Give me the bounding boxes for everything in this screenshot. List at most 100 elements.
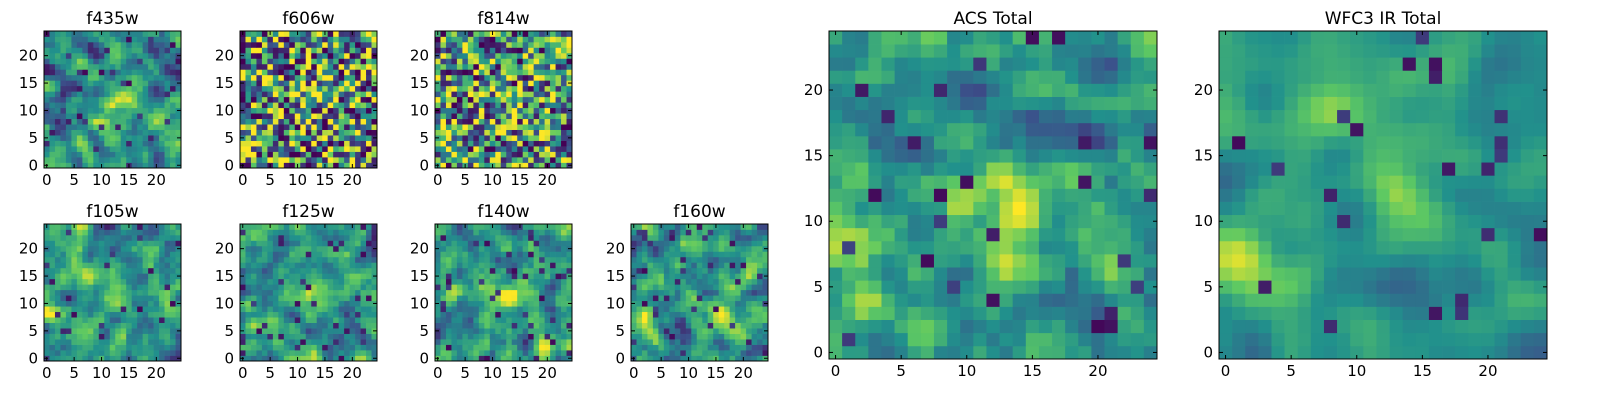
heatmap-cell (1091, 188, 1105, 202)
heatmap-cell (305, 129, 312, 136)
heatmap-cell (707, 262, 714, 269)
heatmap-cell (751, 289, 758, 296)
heatmap-cell (713, 350, 720, 356)
heatmap-cell (126, 322, 133, 329)
heatmap-cell (528, 295, 534, 302)
heatmap-cell (294, 36, 301, 43)
heatmap-cell (283, 58, 290, 65)
heatmap-cell (366, 113, 372, 120)
heatmap-cell (333, 284, 339, 291)
heatmap-cell (360, 311, 367, 318)
heatmap-cell (153, 102, 160, 109)
heatmap-cell (82, 107, 89, 114)
heatmap-cell (647, 262, 654, 269)
y-tick-label: 0 (28, 349, 38, 367)
heatmap-cell (663, 273, 670, 280)
y-tick-label: 0 (224, 156, 234, 174)
heatmap-cell (240, 295, 246, 302)
heatmap-cell (278, 31, 285, 37)
heatmap-cell (170, 146, 176, 152)
heatmap-cell (456, 47, 463, 54)
heatmap-cell (986, 162, 1000, 176)
x-tick-label: 5 (69, 171, 79, 189)
heatmap-cell (522, 251, 529, 258)
heatmap-cell (131, 85, 138, 92)
heatmap-cell (456, 355, 463, 362)
heatmap-cell (489, 63, 496, 70)
heatmap-cell (735, 245, 741, 252)
heatmap-cell (104, 162, 111, 169)
heatmap-cell (757, 262, 763, 269)
heatmap-cell (294, 300, 301, 307)
heatmap-cell (305, 124, 312, 130)
heatmap-cell (120, 113, 127, 120)
heatmap-cell (1052, 306, 1066, 320)
heatmap-cell (473, 162, 480, 169)
heatmap-cell (272, 52, 279, 59)
heatmap-cell (539, 74, 545, 81)
heatmap-cell (462, 240, 469, 247)
heatmap-cell (451, 245, 458, 252)
heatmap-cell (702, 224, 709, 230)
heatmap-cell (933, 162, 948, 176)
heatmap-cell (550, 47, 556, 54)
heatmap-cell (467, 322, 474, 329)
heatmap-cell (561, 31, 567, 37)
y-tick-label: 5 (28, 322, 38, 340)
heatmap-cell (322, 151, 329, 158)
heatmap-cell (478, 107, 485, 114)
heatmap-cell (360, 58, 367, 65)
heatmap-cell (159, 157, 165, 163)
heatmap-cell (109, 118, 116, 125)
heatmap-cell (544, 300, 551, 307)
heatmap-cell (153, 240, 160, 247)
heatmap-cell (76, 245, 83, 252)
heatmap-cell (636, 284, 643, 291)
heatmap-cell (82, 350, 89, 356)
heatmap-cell (170, 47, 176, 54)
heatmap-cell (142, 124, 149, 130)
heatmap-cell (76, 151, 83, 158)
heatmap-cell (500, 31, 507, 37)
heatmap-cell (120, 278, 127, 285)
heatmap-cell (360, 151, 367, 158)
heatmap-cell (435, 278, 441, 285)
heatmap-cell (696, 295, 703, 302)
heatmap-cell (1078, 227, 1092, 242)
heatmap-cell (511, 52, 518, 59)
heatmap-cell (544, 344, 551, 351)
heatmap-cell (71, 52, 78, 59)
heatmap-cell (289, 162, 296, 169)
heatmap-cell (517, 102, 524, 109)
heatmap-cell (495, 63, 502, 70)
heatmap-cell (338, 262, 345, 269)
heatmap-cell (245, 63, 252, 70)
heatmap-cell (680, 267, 687, 274)
heatmap-cell (240, 58, 246, 65)
heatmap-cell (137, 31, 143, 37)
heatmap-cell (240, 278, 246, 285)
heatmap-cell (445, 85, 452, 92)
heatmap-cell (636, 262, 643, 269)
heatmap-cell (473, 262, 480, 269)
heatmap-cell (729, 306, 736, 313)
heatmap-cell (82, 135, 89, 141)
heatmap-cell (986, 319, 1000, 334)
heatmap-cell (522, 317, 529, 323)
heatmap-cell (652, 344, 659, 351)
heatmap-cell (131, 284, 138, 291)
heatmap-cell (305, 262, 312, 269)
heatmap-cell (522, 339, 529, 345)
heatmap-cell (544, 124, 551, 130)
heatmap-cell (120, 300, 127, 307)
heatmap-cell (142, 284, 149, 291)
heatmap-cell (104, 102, 111, 109)
heatmap-cell (250, 328, 257, 334)
heatmap-cell (702, 245, 709, 252)
heatmap-cell (98, 284, 105, 291)
heatmap-cell (920, 267, 935, 281)
heatmap-cell (98, 339, 105, 345)
heatmap-cell (456, 333, 463, 340)
heatmap-cell (473, 328, 480, 334)
heatmap-cell (300, 157, 307, 163)
